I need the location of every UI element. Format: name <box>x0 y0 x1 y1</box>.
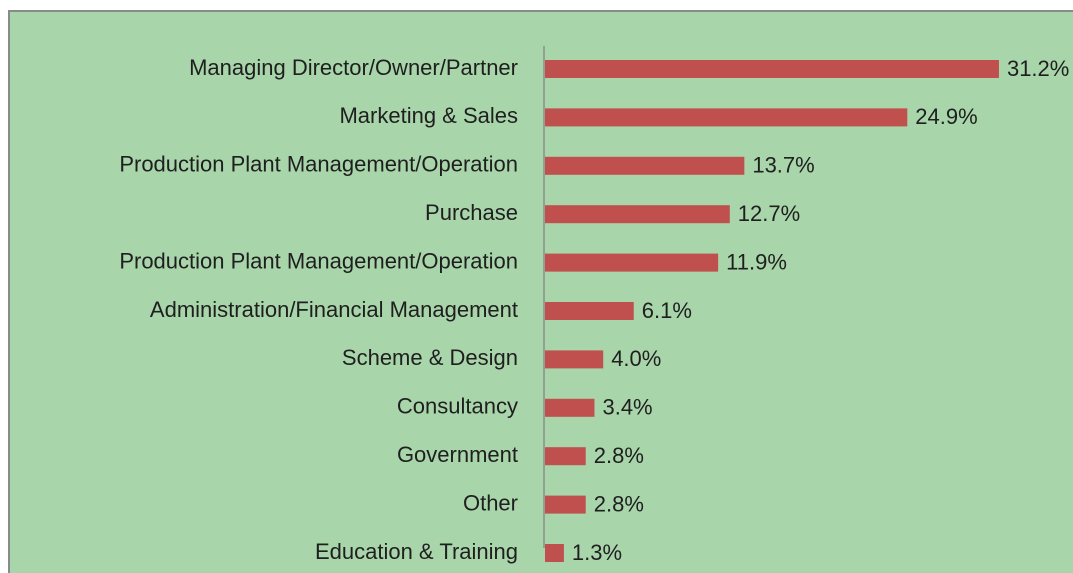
data-label: 11.9% <box>726 249 787 274</box>
category-label: Managing Director/Owner/Partner <box>189 55 518 80</box>
data-label: 4.0% <box>611 346 661 371</box>
bar <box>545 495 586 514</box>
data-label: 6.1% <box>642 298 692 323</box>
category-label: Administration/Financial Management <box>150 297 518 322</box>
bar <box>545 398 595 417</box>
chart-background <box>8 10 1073 573</box>
data-label: 13.7% <box>752 153 814 178</box>
category-label: Production Plant Management/Operation <box>119 152 518 177</box>
bar <box>545 108 908 127</box>
data-label: 1.3% <box>572 540 622 565</box>
bar <box>545 447 586 466</box>
data-label: 12.7% <box>738 201 800 226</box>
data-label: 2.8% <box>594 443 644 468</box>
category-label: Consultancy <box>397 394 518 419</box>
bar <box>545 60 999 78</box>
bar <box>545 253 719 272</box>
category-label: Production Plant Management/Operation <box>119 248 518 273</box>
bar <box>545 205 730 224</box>
category-label: Purchase <box>425 200 518 225</box>
bar <box>545 302 634 320</box>
bar <box>545 544 564 562</box>
data-label: 31.2% <box>1007 56 1069 81</box>
data-label: 3.4% <box>602 395 652 420</box>
category-label: Government <box>397 442 518 467</box>
category-label: Education & Training <box>315 539 518 564</box>
bar <box>545 350 604 369</box>
data-label: 24.9% <box>915 104 977 129</box>
data-label: 2.8% <box>594 491 644 516</box>
category-label: Marketing & Sales <box>339 103 518 128</box>
bar <box>545 156 745 175</box>
category-label: Other <box>463 490 518 515</box>
category-label: Scheme & Design <box>342 345 518 370</box>
